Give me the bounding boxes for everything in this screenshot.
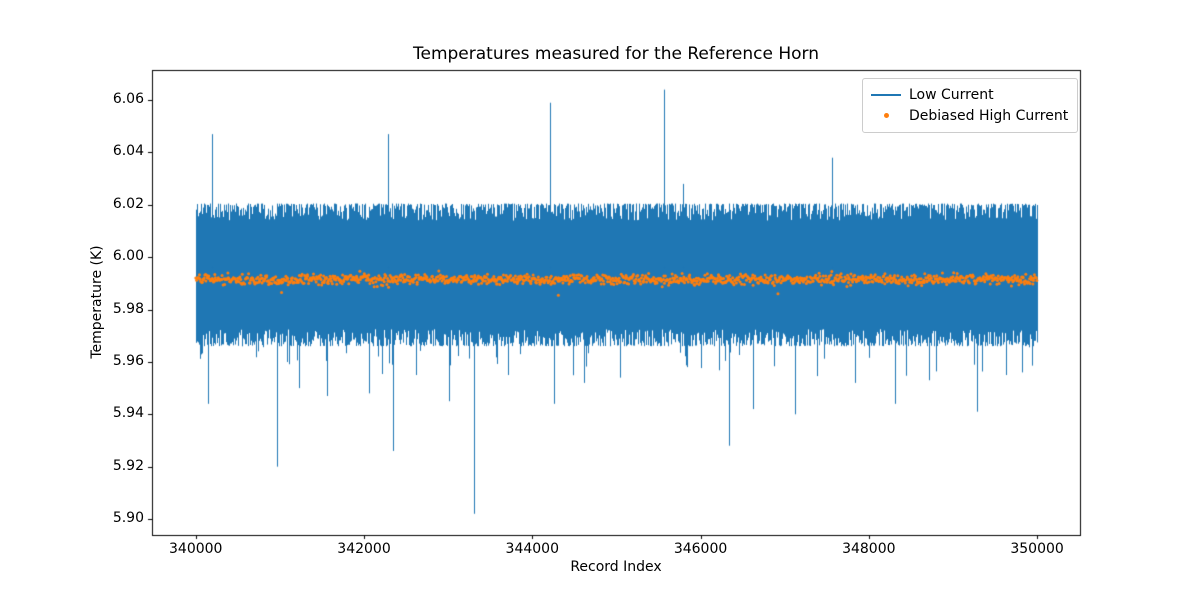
y-tick-label: 6.06 — [112, 91, 144, 108]
legend-dot-sample — [871, 113, 901, 118]
low-current-line-icon — [871, 93, 901, 96]
y-tick-label: 6.02 — [112, 195, 144, 212]
legend-entry-low-current: Low Current — [871, 84, 1069, 105]
y-tick-label: 5.90 — [112, 510, 144, 527]
y-tick-label: 5.98 — [112, 300, 144, 317]
y-tick-label: 5.94 — [112, 405, 144, 422]
legend-line-sample — [871, 93, 901, 96]
x-tick-label: 346000 — [673, 541, 728, 557]
y-tick-label: 5.96 — [112, 352, 144, 369]
x-tick-label: 344000 — [505, 541, 559, 557]
y-tick-label: 6.04 — [112, 143, 144, 160]
y-tick-label: 6.00 — [112, 248, 144, 265]
legend-label: Debiased High Current — [909, 107, 1069, 124]
x-tick-label: 340000 — [169, 541, 223, 557]
x-tick-label: 342000 — [337, 541, 391, 557]
high-current-dot-icon — [883, 113, 889, 118]
chart-title: Temperatures measured for the Reference … — [412, 44, 820, 64]
legend: Low Current Debiased High Current — [862, 78, 1078, 133]
y-tick-label: 5.92 — [112, 457, 144, 474]
x-axis-label: Record Index — [570, 559, 662, 575]
legend-label: Low Current — [909, 86, 994, 103]
x-tick-label: 350000 — [1010, 541, 1064, 557]
x-tick-label: 348000 — [842, 541, 896, 557]
legend-entry-debiased-high-current: Debiased High Current — [871, 105, 1069, 126]
